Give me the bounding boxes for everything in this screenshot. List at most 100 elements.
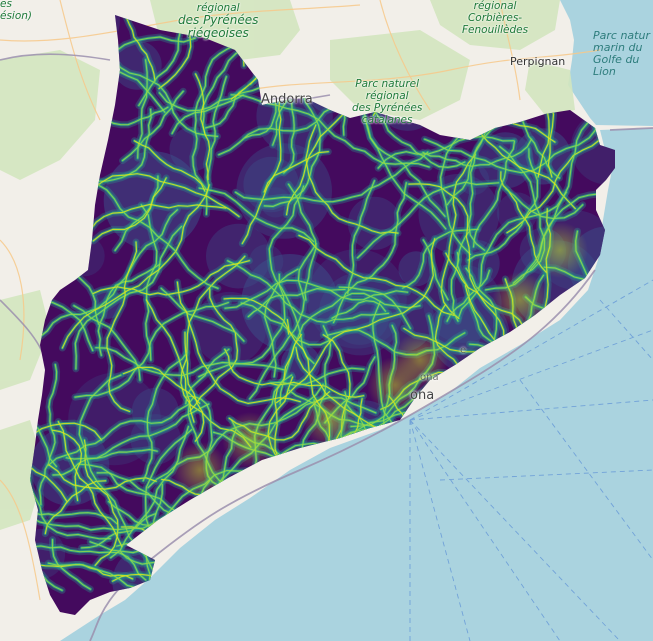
heat-road: [47, 395, 195, 466]
heat-road: [123, 15, 156, 82]
heat-road: [198, 273, 286, 378]
heat-road: [472, 140, 515, 248]
heat-road: [506, 130, 607, 234]
heat-road: [65, 448, 158, 460]
heat-road: [48, 464, 157, 490]
heat-road: [446, 270, 490, 322]
heat-glow: [347, 196, 402, 250]
heat-hotspot: [532, 222, 588, 278]
heat-road: [446, 123, 501, 206]
heat-road: [331, 300, 386, 319]
heat-road: [138, 15, 184, 106]
heat-road: [422, 138, 532, 167]
heat-road: [30, 422, 103, 534]
heat-glow: [570, 110, 615, 185]
heat-road: [224, 348, 365, 398]
heat-road: [114, 175, 159, 251]
city-perpignan[interactable]: Perpignan: [510, 55, 566, 68]
heat-road: [275, 238, 436, 404]
heat-road: [44, 480, 107, 535]
park-label-corbieres: régional Corbières- Fenouillèdes: [462, 0, 529, 36]
heat-road: [422, 239, 449, 301]
heat-hotspot: [302, 392, 358, 448]
heat-road: [347, 180, 375, 295]
heat-road: [73, 305, 141, 381]
heat-road: [268, 185, 315, 364]
heat-road: [192, 42, 255, 191]
heat-road: [235, 151, 429, 203]
city-barcelona-top: ona: [420, 372, 439, 383]
heat-road: [440, 154, 476, 320]
heat-road: [39, 209, 178, 338]
heat-road: [30, 561, 63, 591]
heat-road: [240, 302, 332, 346]
heat-road: [249, 243, 317, 400]
heat-glow: [112, 40, 162, 90]
place-fragment-e: e: [460, 345, 467, 356]
heat-road: [38, 364, 58, 506]
heat-road: [30, 545, 147, 581]
heat-road: [61, 184, 210, 349]
heat-road: [198, 187, 315, 243]
heat-road: [458, 191, 567, 318]
heat-road: [30, 369, 57, 467]
heat-road: [89, 203, 227, 231]
city-andorra[interactable]: Andorra: [261, 92, 313, 107]
heat-glow: [429, 302, 483, 356]
heat-road: [74, 225, 183, 370]
heat-road: [279, 292, 421, 405]
heat-hotspot: [392, 332, 448, 388]
heat-road: [122, 366, 201, 404]
heat-road: [357, 181, 500, 259]
heat-road: [30, 357, 68, 502]
heat-road: [195, 73, 211, 181]
heat-glow: [260, 187, 291, 218]
city-barcelona[interactable]: ona: [410, 388, 435, 403]
marine-park-label: Parc natur marin du Golfe du Lion: [593, 29, 650, 78]
heat-road: [402, 228, 479, 289]
heat-road: [288, 183, 317, 301]
heat-road: [147, 15, 192, 90]
park-label-pyrenees-catalanes: Parc naturel régional des Pyrénées catal…: [352, 78, 423, 126]
heat-road: [450, 252, 460, 322]
shipping-lanes: [409, 279, 653, 641]
heat-road: [74, 302, 229, 398]
heat-hotspot: [222, 412, 278, 468]
heat-glow: [458, 164, 490, 196]
fragment-label-top-left: es ésion): [0, 0, 33, 22]
heat-road: [263, 151, 329, 193]
heat-road: [298, 234, 455, 316]
heat-hotspot: [172, 442, 228, 498]
heat-glow: [418, 173, 500, 255]
heat-road: [468, 116, 576, 210]
heat-road: [270, 367, 365, 386]
heat-road: [30, 497, 118, 525]
heat-road: [145, 299, 195, 423]
heat-road: [57, 421, 123, 547]
heat-road: [160, 287, 245, 342]
heat-road: [142, 352, 188, 482]
heat-road: [189, 288, 239, 412]
heat-road: [133, 140, 206, 192]
heat-road: [30, 300, 94, 352]
park-label-ariegeoises: régional des Pyrénées riégeoises: [178, 2, 259, 40]
heat-road: [137, 59, 148, 159]
heat-glow: [206, 223, 271, 289]
heat-road: [505, 188, 584, 220]
heat-road: [227, 260, 390, 323]
heat-road: [51, 539, 91, 590]
heat-road: [77, 463, 179, 514]
heat-hotspot: [492, 272, 548, 328]
heat-road: [264, 268, 299, 378]
heat-glow: [131, 387, 179, 435]
heat-road: [97, 263, 161, 356]
heat-road: [106, 241, 138, 412]
heat-road: [30, 371, 111, 540]
heat-road: [176, 281, 301, 405]
heat-road: [224, 279, 409, 309]
heat-road: [456, 230, 496, 345]
heat-road: [92, 260, 250, 296]
heat-glow: [249, 244, 284, 279]
